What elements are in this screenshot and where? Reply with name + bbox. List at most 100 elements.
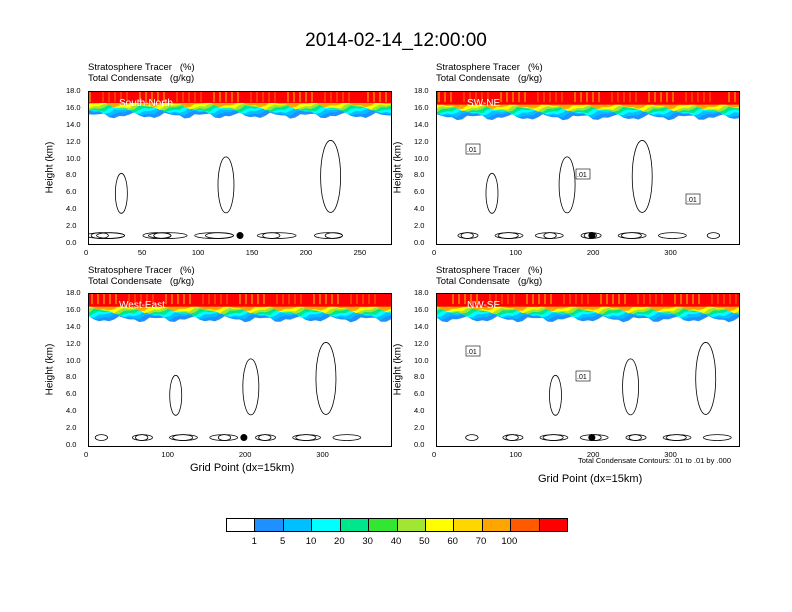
- y-axis-label: Height (km): [392, 343, 404, 396]
- x-tick-label: 100: [509, 450, 522, 459]
- tracer-streak: [114, 92, 116, 103]
- tracer-streak: [598, 92, 600, 103]
- colorbar-swatch: [482, 519, 512, 531]
- tracer-streak: [723, 294, 725, 305]
- tracer-streak: [324, 92, 326, 103]
- tracer-streak: [120, 92, 122, 103]
- colorbar-swatch: [511, 519, 540, 531]
- tracer-streak: [606, 294, 608, 305]
- tracer-streak: [611, 92, 613, 103]
- x-tick-label: 100: [509, 248, 522, 257]
- colorbar-swatch: [425, 519, 455, 531]
- tracer-streak: [463, 92, 465, 103]
- tracer-streak: [362, 294, 364, 305]
- tracer-streak: [299, 92, 301, 103]
- tracer-top: [89, 92, 391, 103]
- tracer-streak: [686, 294, 688, 305]
- tracer-streak: [697, 92, 699, 103]
- tracer-streak: [183, 294, 185, 305]
- tracer-streak: [177, 294, 179, 305]
- y-tick-label: 0.0: [414, 238, 425, 247]
- figure-title: 2014-02-14_12:00:00: [305, 30, 487, 51]
- tracer-streak: [563, 294, 565, 305]
- y-tick-label: 10.0: [66, 355, 81, 365]
- condensate-contour: [332, 434, 362, 441]
- condensate-contour: [628, 434, 642, 441]
- y-tick-label: 16.0: [66, 102, 81, 112]
- tracer-streak: [495, 294, 497, 305]
- tracer-streak: [336, 92, 338, 103]
- tracer-streak: [648, 92, 650, 103]
- tracer-streak: [512, 92, 514, 103]
- condensate-contour: [292, 434, 321, 441]
- condensate-contour: [502, 434, 524, 441]
- condensate-contour: [505, 434, 519, 441]
- y-tick-label: 8.0: [66, 170, 77, 180]
- tracer-streak: [337, 294, 339, 305]
- condensate-contour: [94, 434, 108, 441]
- tracer-streak: [194, 92, 196, 103]
- tracer-streak: [444, 92, 446, 103]
- tracer-streak: [373, 92, 375, 103]
- tracer-streak: [251, 294, 253, 305]
- y-tick-label: 12.0: [414, 136, 429, 146]
- y-tick-label: 14.0: [66, 321, 81, 331]
- tracer-streak: [618, 294, 620, 305]
- tracer-streak: [163, 92, 165, 103]
- tracer-streak: [200, 92, 202, 103]
- chart-svg: West-East: [89, 294, 391, 442]
- tracer-streak: [140, 294, 142, 305]
- condensate-contour: [217, 156, 235, 214]
- x-tick-label: 0: [432, 450, 437, 459]
- colorbar-label: 20: [334, 536, 345, 547]
- tracer-streak: [592, 92, 594, 103]
- tracer-streak: [331, 294, 333, 305]
- tracer-streak: [300, 294, 302, 305]
- condensate-contour: [255, 434, 277, 441]
- tracer-streak: [213, 92, 215, 103]
- tracer-streak: [680, 294, 682, 305]
- tracer-streak: [709, 92, 711, 103]
- tracer-streak: [438, 92, 440, 103]
- y-tick-label: 2.0: [414, 221, 425, 231]
- tracer-streak: [698, 294, 700, 305]
- tracer-streak: [202, 294, 204, 305]
- tracer-streak: [214, 294, 216, 305]
- tracer-streak: [660, 92, 662, 103]
- tracer-streak: [666, 92, 668, 103]
- condensate-contour: [320, 140, 342, 213]
- tracer-streak: [239, 294, 241, 305]
- colorbar-label: 10: [305, 536, 317, 547]
- colorbar-swatch: [255, 519, 284, 531]
- tracer-streak: [476, 294, 478, 305]
- tracer-streak: [368, 294, 370, 305]
- panel-title-west-east: Stratosphere Tracer (%) Total Condensate …: [88, 265, 195, 287]
- tracer-streak: [325, 294, 327, 305]
- tracer-streak: [319, 294, 321, 305]
- tracer-streak: [109, 294, 111, 305]
- tracer-streak: [501, 294, 503, 305]
- y-tick-label: 0.0: [66, 238, 77, 247]
- tracer-streak: [561, 92, 563, 103]
- tracer-streak: [692, 294, 694, 305]
- tracer-streak: [276, 294, 278, 305]
- y-axis-label: Height (km): [44, 141, 56, 194]
- y-tick-label: 12.0: [66, 338, 81, 348]
- tracer-streak: [367, 92, 369, 103]
- y-tick-label: 6.0: [66, 389, 77, 399]
- tracer-streak: [518, 92, 520, 103]
- x-axis-label: Grid Point (dx=15km): [190, 462, 295, 474]
- location-marker: [588, 232, 596, 240]
- panel-title-south-north: Stratosphere Tracer (%) Total Condensate …: [88, 62, 195, 84]
- tracer-streak: [165, 294, 167, 305]
- tracer-streak: [145, 92, 147, 103]
- condensate-contour: [147, 232, 188, 239]
- condensate-contour: [543, 232, 557, 239]
- tracer-streak: [538, 294, 540, 305]
- tracer-streak: [342, 92, 344, 103]
- y-tick-label: 4.0: [414, 204, 425, 214]
- x-tick-label: 250: [353, 248, 367, 257]
- tracer-streak: [623, 92, 625, 103]
- x-axis-label: Grid Point (dx=15km): [538, 473, 643, 485]
- tracer-streak: [385, 92, 387, 103]
